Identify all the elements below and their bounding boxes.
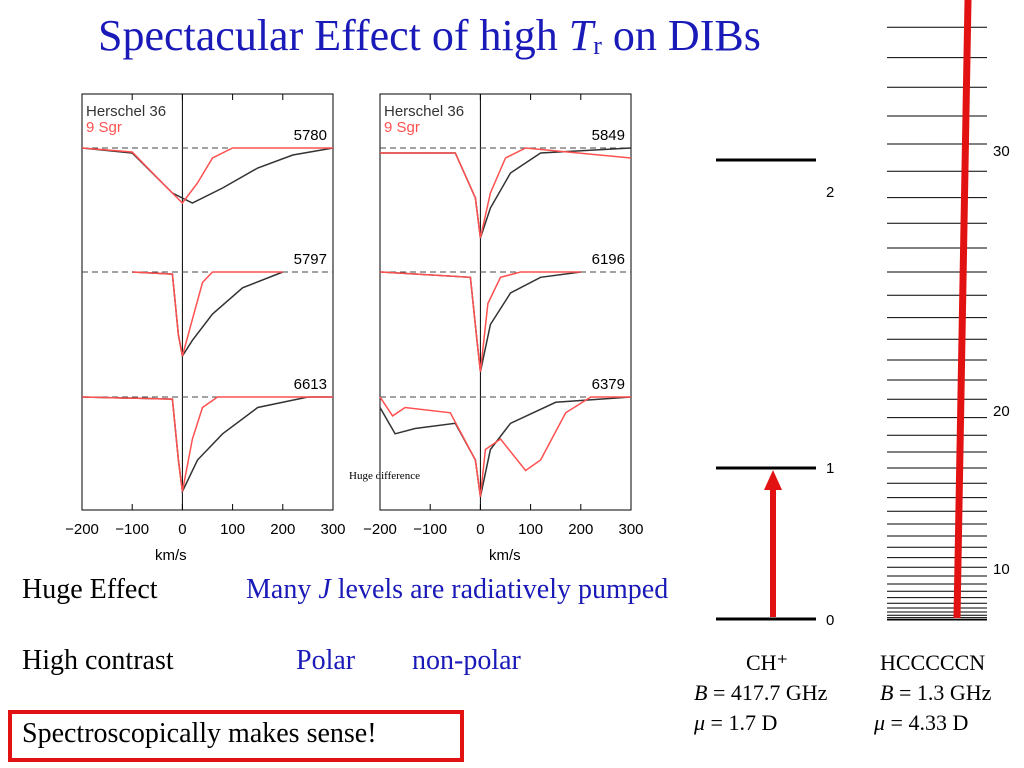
band-label: 5780 xyxy=(294,127,327,144)
band-label: 6379 xyxy=(592,376,625,393)
sgr9-profile xyxy=(81,396,333,492)
legend-herschel36: Herschel 36 xyxy=(384,103,464,120)
herschel36-profile xyxy=(81,147,334,204)
conclusion-box xyxy=(8,710,464,762)
xlabel: km/s xyxy=(155,547,187,564)
ch-dipole-moment: μ = 1.7 D xyxy=(694,710,778,735)
band-label: 6196 xyxy=(592,251,625,268)
hc5n-energy-levels: 30 20 10 xyxy=(887,0,1010,621)
ch-pump-arrowhead xyxy=(764,470,782,490)
x-tick-label: 300 xyxy=(618,521,643,538)
xlabel: km/s xyxy=(489,547,521,564)
herschel36-profile xyxy=(81,396,333,495)
ch-energy-levels: 2 1 0 xyxy=(716,158,834,629)
herschel36-profile xyxy=(132,271,284,358)
x-tick-label: 200 xyxy=(568,521,593,538)
x-tick-label: 200 xyxy=(270,521,295,538)
left-spectrum-panel: Herschel 36 9 Sgr km/s −200 −100 0 100 200 30… xyxy=(65,93,346,564)
non-polar-label: non-polar xyxy=(412,645,521,676)
x-tick-label: −200 xyxy=(363,521,397,538)
hc-level-10-label: 10 xyxy=(993,561,1010,578)
spectro-text: Spectroscopically makes sense! xyxy=(22,718,377,749)
x-tick-label: 100 xyxy=(220,521,245,538)
x-tick-label: 300 xyxy=(320,521,345,538)
annotation-huge-difference: Huge difference xyxy=(349,470,420,482)
hc5n-dipole-moment: μ = 4.33 D xyxy=(874,710,969,735)
herschel36-profile xyxy=(380,147,632,239)
band-label: 6613 xyxy=(294,376,327,393)
ch-molecule-name: CH⁺ xyxy=(746,650,789,675)
hc-pump-arrow xyxy=(953,0,972,619)
many-j-levels-text: Many J levels are radiatively pumped xyxy=(246,574,669,605)
ch-level-0-label: 0 xyxy=(826,612,834,629)
huge-effect-label: Huge Effect xyxy=(22,574,158,605)
high-contrast-label: High contrast xyxy=(22,645,174,676)
hc-level-30-label: 30 xyxy=(993,143,1010,160)
ch-level-2-label: 2 xyxy=(826,184,834,201)
x-tick-label: 0 xyxy=(476,521,484,538)
legend-9sgr: 9 Sgr xyxy=(86,119,122,136)
sgr9-profile xyxy=(81,147,333,205)
hc-level-20-label: 20 xyxy=(993,403,1010,420)
x-tick-label: −200 xyxy=(65,521,99,538)
polar-label: Polar xyxy=(296,645,356,676)
sgr9-profile xyxy=(380,147,632,239)
band-label: 5849 xyxy=(592,127,625,144)
left-panel-frame xyxy=(81,93,334,511)
x-tick-label: 100 xyxy=(518,521,543,538)
ch-level-1-label: 1 xyxy=(826,460,834,477)
hc5n-rotational-constant: B = 1.3 GHz xyxy=(880,680,992,705)
right-spectrum-panel: Herschel 36 9 Sgr km/s Huge difference −… xyxy=(349,93,644,564)
legend-9sgr: 9 Sgr xyxy=(384,119,420,136)
x-tick-label: −100 xyxy=(413,521,447,538)
ch-rotational-constant: B = 417.7 GHz xyxy=(694,680,828,705)
x-tick-label: 0 xyxy=(178,521,186,538)
band-label: 5797 xyxy=(294,251,327,268)
legend-herschel36: Herschel 36 xyxy=(86,103,166,120)
right-panel-frame xyxy=(379,93,632,511)
sgr9-profile xyxy=(132,271,283,357)
x-tick-label: −100 xyxy=(115,521,149,538)
sgr9-profile xyxy=(379,271,581,372)
sgr9-profile xyxy=(379,396,631,497)
page-title: Spectacular Effect of high Tr on DIBs xyxy=(98,11,761,60)
hc5n-molecule-name: HCCCCCN xyxy=(880,650,986,675)
